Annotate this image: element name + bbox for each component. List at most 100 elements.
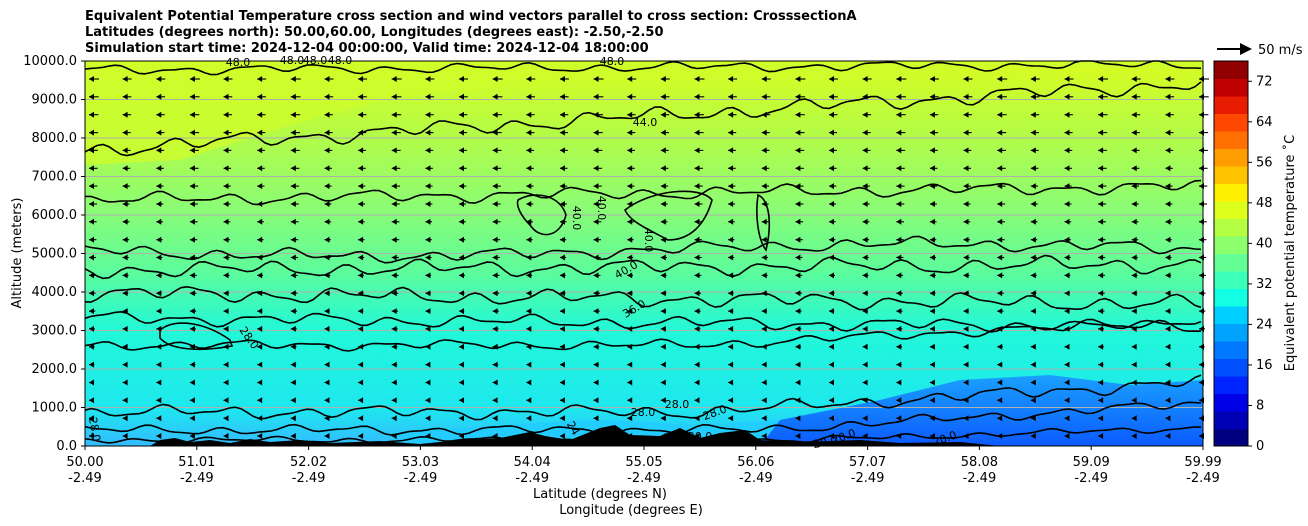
colorbar-swatch: [1214, 166, 1248, 184]
wind-vector-head: [1131, 147, 1137, 154]
wind-vector-head: [728, 201, 734, 207]
wind-vector-head: [627, 111, 633, 118]
colorbar-swatch: [1214, 218, 1248, 237]
wind-vector-head: [1098, 165, 1104, 172]
wind-vector-head: [694, 433, 700, 439]
wind-vector-head: [189, 308, 195, 315]
wind-vector-head: [425, 254, 431, 261]
wind-vector-head: [1165, 147, 1171, 154]
wind-vector-head: [728, 308, 734, 315]
wind-vector-head: [963, 183, 969, 190]
wind-vector-head: [492, 361, 498, 368]
wind-vector-head: [694, 254, 700, 261]
wind-vector-head: [761, 254, 767, 261]
wind-vector-head: [290, 218, 296, 225]
wind-vector-head: [862, 272, 868, 279]
wind-vector-head: [459, 308, 464, 315]
wind-vector-head: [459, 129, 464, 136]
wind-vector-head: [156, 129, 162, 136]
wind-vector-head: [1030, 129, 1036, 136]
wind-vector-head: [391, 236, 397, 243]
wind-vector-head: [829, 379, 834, 386]
wind-vector-head: [324, 379, 330, 386]
wind-vector-head: [829, 93, 834, 100]
wind-vector-head: [358, 76, 364, 82]
wind-vector-head: [593, 415, 599, 422]
wind-vector-head: [1098, 93, 1104, 100]
wind-vector-head: [391, 343, 397, 350]
wind-vector-head: [492, 218, 498, 225]
wind-vector-head: [660, 397, 666, 404]
wind-vector-head: [189, 397, 195, 404]
wind-vector-head: [728, 290, 734, 297]
wind-vector-head: [929, 111, 935, 118]
wind-vector-head: [795, 129, 801, 136]
wind-vector-head: [795, 325, 801, 332]
wind-vector-head: [795, 308, 801, 315]
wind-vector-head: [761, 290, 767, 297]
x-tick-label-lon: -2.49: [1186, 471, 1220, 486]
wind-vector-head: [189, 183, 195, 190]
wind-vector-head: [896, 129, 902, 136]
wind-vector-head: [122, 165, 128, 172]
wind-vector-head: [189, 325, 195, 332]
wind-vector-head: [795, 183, 801, 190]
wind-vector-head: [896, 361, 902, 368]
wind-vector-head: [526, 201, 532, 207]
wind-vector-head: [89, 325, 94, 332]
wind-vector-head: [1098, 308, 1104, 315]
colorbar-swatch: [1214, 183, 1248, 202]
wind-vector-head: [425, 218, 431, 225]
wind-vector-head: [156, 218, 162, 225]
colorbar-tick-label: 40: [1256, 236, 1273, 251]
wind-vector-head: [627, 290, 633, 297]
wind-vector-head: [1131, 129, 1137, 136]
wind-vector-head: [257, 76, 263, 82]
wind-vector-head: [1098, 111, 1104, 118]
wind-vector-head: [660, 218, 666, 225]
wind-vector-head: [1098, 147, 1104, 154]
wind-vector-head: [694, 165, 700, 172]
wind-vector-head: [997, 254, 1003, 261]
colorbar-swatch: [1214, 201, 1248, 219]
wind-vector-head: [1131, 397, 1137, 404]
wind-vector-head: [290, 308, 296, 315]
wind-vector-head: [1064, 290, 1070, 297]
wind-vector-head: [728, 236, 734, 243]
wind-vector-head: [728, 76, 734, 82]
wind-vector-head: [391, 201, 397, 207]
wind-vector-head: [358, 308, 364, 315]
wind-vector-head: [425, 325, 431, 332]
wind-vector-head: [257, 218, 263, 225]
x-tick-label-lon: -2.49: [180, 471, 214, 486]
wind-vector-head: [997, 361, 1003, 368]
wind-vector-head: [862, 397, 868, 404]
wind-vector-head: [223, 201, 229, 207]
y-axis-ticks: 0.0 1000.0 2000.0 3000.0 4000.0 5000.0 6000.0 7…: [23, 54, 85, 454]
wind-vector-head: [1165, 379, 1171, 386]
wind-vector-head: [761, 343, 767, 350]
wind-vector-head: [593, 165, 599, 172]
wind-vector-head: [1064, 433, 1070, 439]
x-tick-label-lat: 56.06: [737, 455, 774, 470]
wind-vector-head: [593, 76, 599, 82]
wind-vector-head: [660, 147, 666, 154]
wind-vector-head: [223, 433, 229, 439]
wind-vector-head: [896, 308, 902, 315]
contour-label: 40.0: [642, 228, 655, 253]
wind-vector-head: [223, 325, 229, 332]
wind-vector-head: [862, 93, 868, 100]
wind-vector-head: [1165, 111, 1171, 118]
wind-vector-head: [1098, 343, 1104, 350]
wind-vector-head: [660, 165, 666, 172]
wind-vector-head: [425, 111, 431, 118]
wind-vector-head: [223, 76, 229, 82]
wind-vector-head: [963, 218, 969, 225]
wind-vector-head: [728, 433, 734, 439]
wind-vector-head: [559, 325, 565, 332]
wind-vector-head: [290, 111, 296, 118]
wind-vector-head: [929, 308, 935, 315]
wind-vector-head: [89, 76, 94, 82]
wind-vector-head: [896, 93, 902, 100]
wind-vector-head: [223, 129, 229, 136]
